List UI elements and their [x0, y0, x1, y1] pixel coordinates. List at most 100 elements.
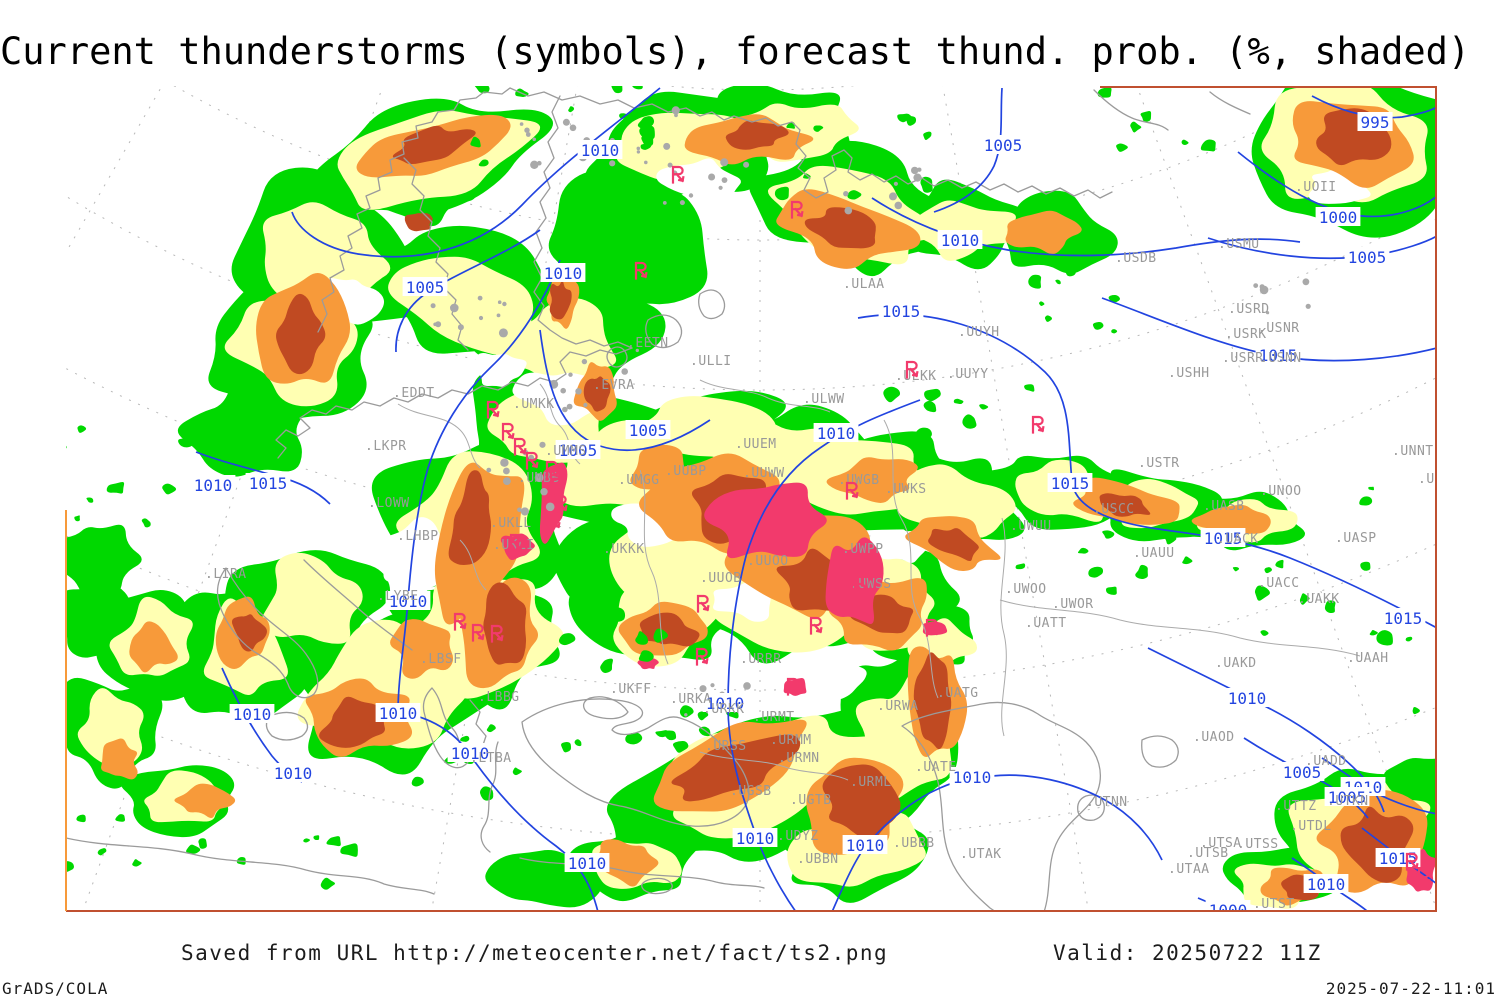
station-label: .LBSF: [420, 652, 462, 667]
coast-detail-speck: [743, 682, 751, 690]
coast-detail-speck: [743, 161, 750, 168]
shade-blob-level-5: [539, 462, 568, 544]
shade-speck: [1163, 532, 1177, 545]
shade-speck: [923, 400, 937, 413]
coast-detail-speck: [684, 713, 688, 717]
shade-speck: [1412, 706, 1420, 715]
shade-blob-level-1: [548, 171, 708, 327]
isobar-label: 1015: [1204, 529, 1243, 548]
map-frame: [65, 86, 1437, 912]
shade-speck: [1108, 294, 1120, 303]
coast-detail-speck: [708, 173, 716, 181]
isobar-label-bg: [1200, 528, 1246, 547]
shade-speck: [1044, 315, 1052, 322]
shade-blob-level-5: [922, 621, 948, 636]
coast-detail-speck: [477, 295, 483, 301]
shade-speck: [1135, 564, 1148, 580]
coast-detail-speck: [520, 507, 530, 516]
station-label: .EVRA: [593, 378, 635, 393]
shade-speck: [1376, 630, 1393, 646]
coast-detail-speck: [609, 160, 616, 167]
shade-speck: [178, 437, 195, 448]
station-label: .USMU: [1218, 237, 1260, 252]
shade-speck: [66, 861, 74, 872]
isobar-label: 1010: [846, 836, 885, 855]
shade-speck: [1111, 329, 1118, 334]
shade-blob-level-3: [630, 444, 690, 495]
shade-speck: [1410, 759, 1420, 767]
isobar-label: 1015: [249, 474, 288, 493]
shade-blob-level-4: [928, 528, 979, 562]
coast-detail-speck: [524, 127, 530, 133]
station-label: .UMMS: [545, 444, 587, 459]
isobar-label: 1000: [1319, 208, 1358, 227]
shade-speck: [1360, 561, 1371, 571]
isobar-label-bg: [937, 230, 983, 249]
coast-detail-speck: [496, 313, 501, 318]
isobar-label-bg: [702, 693, 748, 712]
shade-blob-level-0: [474, 353, 527, 387]
coast-detail-speck: [1266, 311, 1270, 315]
station-label: .UWPP: [842, 542, 884, 557]
shade-speck: [1055, 279, 1061, 285]
station-label: .URRR: [740, 652, 782, 667]
shade-speck: [486, 724, 496, 733]
isobar-label-bg: [402, 277, 448, 296]
station-label: .UUYH: [958, 325, 1000, 340]
isobar-label: 1005: [629, 421, 668, 440]
shade-speck: [574, 739, 582, 747]
station-label: .URKA: [670, 692, 712, 707]
isobar-label-bg: [1224, 688, 1270, 707]
isobar-label-bg: [1324, 787, 1370, 806]
isobar-label: 1015: [1384, 609, 1423, 628]
shade-speck: [326, 836, 341, 847]
shade-speck: [1015, 563, 1026, 570]
isobar-label: 1010: [274, 764, 313, 783]
shade-speck: [897, 113, 912, 123]
shade-blob-level-4: [392, 125, 476, 165]
shade-speck: [86, 497, 94, 503]
coast-detail-speck: [530, 160, 539, 169]
isobar-label-bg: [190, 475, 236, 494]
station-label: .UATG: [937, 686, 979, 701]
shade-speck: [1039, 301, 1045, 306]
station-label: .UUOB: [700, 571, 742, 586]
station-label: .UTNN: [1086, 795, 1128, 810]
shade-speck: [920, 176, 933, 193]
coast-detail-speck: [497, 300, 502, 305]
station-label: .ULAA: [843, 277, 885, 292]
station-label: .UTSS: [1237, 837, 1279, 852]
station-label: .UWGB: [838, 473, 880, 488]
station-label: .UNOO: [1260, 484, 1302, 499]
shade-blob-level-1: [66, 524, 142, 603]
shade-blob-level-4: [483, 582, 527, 665]
shade-speck: [474, 86, 490, 94]
station-label: .URMN: [778, 751, 820, 766]
shade-speck: [610, 607, 626, 622]
station-label: .URKK: [703, 702, 745, 717]
shade-speck: [411, 776, 424, 787]
coast-detail-speck: [636, 150, 641, 154]
shade-blob-level-3: [174, 783, 236, 818]
isobar-label: 1005: [406, 278, 445, 297]
isobar-label: 1010: [817, 424, 856, 443]
coast-detail-speck: [430, 303, 436, 309]
shade-speck: [1088, 566, 1104, 578]
station-labels: .EDDT.EVRA.EETN.ULLI.ULWW.ULAA.ULKK .UUYY…: [205, 180, 1437, 912]
isobar-label-bg: [229, 704, 275, 723]
station-label: .URMT: [753, 710, 795, 725]
station-label: .UADD: [1305, 754, 1347, 769]
isobar-label: 1010: [1307, 875, 1346, 894]
shade-speck: [1443, 756, 1450, 760]
coast-detail-speck: [1302, 278, 1310, 286]
station-label: .ULLI: [690, 354, 732, 369]
coast-detail-speck: [667, 162, 673, 168]
page-title: Current thunderstorms (symbols), forecas…: [0, 30, 1471, 73]
coast-detail-speck: [500, 458, 509, 467]
isobar-label-bg: [878, 301, 924, 320]
shade-speck: [1102, 530, 1115, 539]
isobar-label-bg: [980, 135, 1026, 154]
station-label: .UOII: [1295, 180, 1337, 195]
station-label: .UTSA: [1200, 836, 1242, 851]
coast-detail-speck: [843, 191, 849, 197]
